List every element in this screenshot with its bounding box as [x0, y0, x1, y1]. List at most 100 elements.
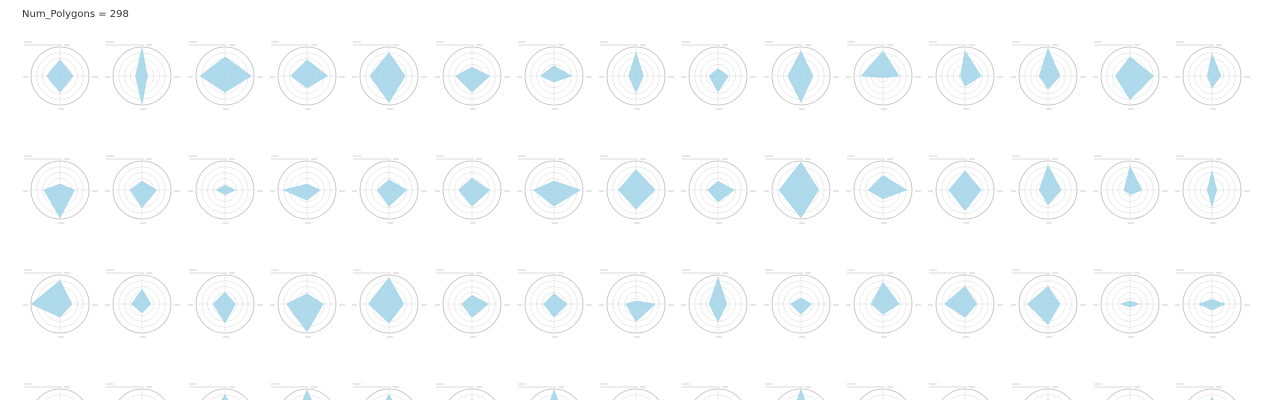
radar-chart: [265, 382, 349, 400]
radar-chart: [1006, 268, 1090, 348]
radar-svg: [106, 383, 166, 400]
radar-chart: [183, 154, 267, 234]
radar-chart: [1006, 154, 1090, 234]
radar-polygon: [625, 300, 656, 323]
radar-polygon: [549, 389, 559, 400]
radar-chart: [1088, 40, 1172, 120]
radar-chart: [1006, 382, 1090, 400]
radar-polygon: [30, 280, 73, 318]
radar-svg: [1010, 155, 1086, 224]
radar-svg: [269, 269, 345, 338]
radar-svg: [269, 155, 345, 224]
radar-chart: [265, 40, 349, 120]
radar-chart: [18, 154, 102, 234]
radar-svg: [1175, 155, 1251, 224]
radar-chart: [1088, 154, 1172, 234]
radar-chart: [594, 154, 678, 234]
radar-polygon: [618, 169, 656, 210]
radar-svg: [352, 269, 428, 338]
radar-chart: [347, 154, 431, 234]
radar-chart: [759, 154, 843, 234]
radar-chart: [841, 268, 925, 348]
radar-chart: [1006, 40, 1090, 120]
radar-svg: [105, 269, 181, 338]
radar-polygon: [302, 389, 312, 400]
radar-polygon: [1026, 286, 1060, 325]
radar-polygon: [454, 66, 490, 93]
radar-svg: [105, 155, 181, 224]
radar-polygon: [707, 180, 736, 203]
radar-polygon: [787, 50, 813, 104]
radar-polygon: [1038, 47, 1060, 90]
radar-polygon: [778, 161, 819, 219]
radar-chart: [430, 382, 514, 400]
radar-polygon: [628, 51, 644, 93]
radar-polygon: [543, 293, 568, 318]
radar-chart: [1170, 40, 1254, 120]
radar-chart: [594, 382, 678, 400]
radar-chart: [18, 40, 102, 120]
radar-chart: [676, 268, 760, 348]
radar-chart: [841, 382, 925, 400]
radar-svg: [763, 41, 839, 110]
radar-svg: [187, 269, 263, 338]
radar-polygon: [1207, 171, 1218, 208]
radar-svg: [846, 155, 921, 224]
radar-chart: [430, 268, 514, 348]
radar-svg: [1010, 41, 1086, 110]
radar-svg: [1175, 269, 1251, 338]
radar-polygon: [867, 174, 908, 200]
radar-chart: [183, 268, 267, 348]
radar-chart: [100, 382, 184, 400]
radar-chart: [183, 40, 267, 120]
radar-polygon: [1210, 396, 1214, 400]
radar-chart: [100, 154, 184, 234]
radar-chart: [676, 382, 760, 400]
radar-polygon: [282, 183, 321, 201]
radar-polygon: [1123, 165, 1143, 195]
radar-chart: [430, 154, 514, 234]
radar-svg: [1092, 269, 1168, 338]
radar-chart: [18, 268, 102, 348]
radar-svg: [1011, 383, 1071, 400]
radar-svg: [517, 383, 578, 400]
radar-svg: [187, 155, 263, 224]
radar-chart: [347, 382, 431, 400]
radar-chart: [347, 40, 431, 120]
radar-svg: [1010, 269, 1086, 338]
radar-chart: [1170, 382, 1254, 400]
radar-polygon: [1038, 164, 1062, 206]
radar-svg: [352, 41, 428, 110]
radar-polygon: [789, 297, 812, 315]
radar-polygon: [369, 52, 406, 103]
radar-svg: [929, 383, 989, 400]
radar-svg: [269, 41, 345, 110]
radar-polygon: [385, 393, 393, 400]
radar-chart: [676, 154, 760, 234]
radar-chart: [594, 268, 678, 348]
radar-chart: [1170, 268, 1254, 348]
radar-chart: [430, 40, 514, 120]
radar-svg: [1093, 383, 1154, 400]
radar-chart: [923, 268, 1007, 348]
radar-svg: [847, 383, 907, 400]
radar-polygon: [870, 281, 900, 315]
radar-chart: [100, 40, 184, 120]
radar-polygon: [532, 180, 581, 207]
radar-polygon: [131, 288, 152, 314]
radar-svg: [599, 155, 675, 224]
radar-polygon: [46, 59, 74, 93]
radar-chart: [1170, 154, 1254, 234]
radar-polygon: [199, 56, 252, 93]
radar-svg: [846, 41, 921, 110]
radar-polygon: [215, 185, 236, 195]
radar-chart: [265, 154, 349, 234]
radar-svg: [434, 41, 510, 110]
radar-polygon: [960, 50, 982, 87]
radar-svg: [24, 383, 84, 400]
radar-polygon: [377, 179, 408, 207]
radar-polygon: [1197, 299, 1227, 311]
radar-svg: [764, 383, 824, 400]
radar-svg: [928, 41, 1004, 110]
radar-polygon: [1207, 52, 1222, 89]
